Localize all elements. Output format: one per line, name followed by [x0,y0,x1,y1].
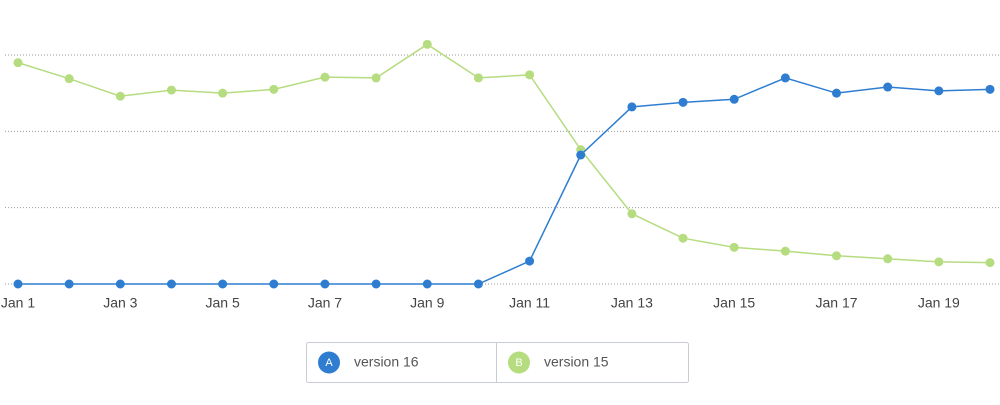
legend-badge: A [325,357,333,369]
legend-label: version 16 [354,354,419,370]
legend-marker [508,351,530,374]
data-point [780,246,790,256]
data-point [64,279,74,289]
data-point [166,279,176,289]
x-tick-label: Jan 7 [308,295,342,311]
data-point [883,82,893,92]
legend-label: version 15 [544,354,609,370]
plot [13,39,995,289]
legend-badge: B [515,357,522,369]
grid: Jan 1 Jan 3 Jan 5 Jan 7 Jan 9 Jan 11 Jan 13 Jan… [1,54,1000,311]
data-point [371,279,381,289]
data-point [525,70,535,80]
data-point [780,73,790,83]
data-point [473,73,483,83]
data-point [627,102,637,112]
data-point [371,73,381,83]
data-point [934,257,944,267]
data-point [115,91,125,101]
data-point [13,58,23,68]
x-tick-label: Jan 15 [713,295,755,311]
data-point [678,97,688,107]
legend-box [306,342,689,383]
x-tick-label: Jan 11 [509,295,550,311]
x-tick-label: Jan 13 [611,295,653,311]
series-line [17,43,991,264]
data-point [422,279,432,289]
data-point [422,39,432,49]
data-point [218,88,228,98]
data-point [525,256,535,266]
data-point [269,279,279,289]
data-point [269,84,279,94]
data-point [64,74,74,84]
data-point [832,251,842,261]
x-tick-label: Jan 3 [103,295,137,311]
data-point [576,150,586,160]
data-point [627,209,637,219]
data-point [320,72,330,82]
data-point [320,279,330,289]
series-line [18,77,991,285]
legend-marker [318,351,340,374]
data-point [729,242,739,252]
x-tick-label: Jan 17 [816,295,858,311]
data-point [883,254,893,264]
data-point [729,94,739,104]
data-point [678,233,688,243]
x-tick-label: Jan 9 [410,295,444,311]
data-point [13,279,23,289]
x-tick-label: Jan 1 [1,295,35,311]
data-point [985,258,995,268]
data-point [115,279,125,289]
data-point [473,279,483,289]
x-tick-label: Jan 5 [206,295,240,311]
x-tick-label: Jan 19 [918,295,960,311]
data-point [166,85,176,95]
data-point [934,86,944,96]
data-point [985,84,995,94]
data-point [832,88,842,98]
data-point [218,279,228,289]
